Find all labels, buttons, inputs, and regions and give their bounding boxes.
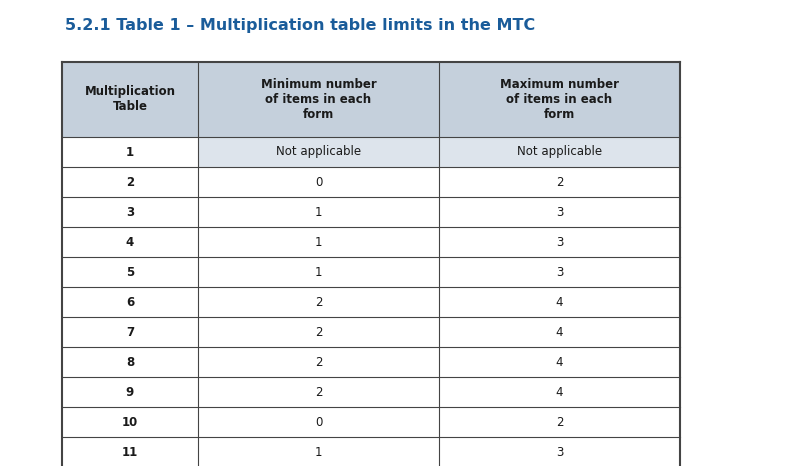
Text: 10: 10 — [122, 416, 138, 429]
Bar — [439, 317, 680, 347]
Bar — [198, 197, 439, 227]
Bar — [439, 437, 680, 466]
Bar — [62, 167, 198, 197]
Text: 4: 4 — [555, 385, 563, 398]
Bar — [198, 287, 439, 317]
Text: 3: 3 — [556, 206, 563, 219]
Text: 1: 1 — [314, 445, 322, 459]
Bar — [439, 62, 680, 137]
Bar — [439, 227, 680, 257]
Text: 4: 4 — [555, 295, 563, 308]
Text: Not applicable: Not applicable — [517, 145, 602, 158]
Bar — [198, 377, 439, 407]
Text: 1: 1 — [126, 145, 134, 158]
Text: 8: 8 — [126, 356, 134, 369]
Text: 7: 7 — [126, 325, 134, 338]
Bar — [198, 227, 439, 257]
Text: 0: 0 — [314, 416, 322, 429]
Text: Maximum number
of items in each
form: Maximum number of items in each form — [500, 78, 619, 121]
Text: 11: 11 — [122, 445, 138, 459]
Bar — [62, 347, 198, 377]
Bar — [439, 197, 680, 227]
Text: 4: 4 — [555, 356, 563, 369]
Text: Minimum number
of items in each
form: Minimum number of items in each form — [261, 78, 376, 121]
Text: 4: 4 — [555, 325, 563, 338]
Bar — [198, 257, 439, 287]
Bar — [62, 197, 198, 227]
Text: 1: 1 — [314, 235, 322, 248]
Text: 3: 3 — [556, 235, 563, 248]
Text: 2: 2 — [314, 325, 322, 338]
Text: 3: 3 — [126, 206, 134, 219]
Text: 1: 1 — [314, 206, 322, 219]
Bar — [62, 227, 198, 257]
Bar — [62, 407, 198, 437]
Text: 0: 0 — [314, 176, 322, 189]
Bar — [62, 257, 198, 287]
Text: 2: 2 — [555, 176, 563, 189]
Text: 4: 4 — [126, 235, 134, 248]
Text: 3: 3 — [556, 445, 563, 459]
Bar — [439, 137, 680, 167]
Bar — [198, 437, 439, 466]
Text: Multiplication
Table: Multiplication Table — [85, 85, 175, 114]
Bar — [62, 287, 198, 317]
Bar — [62, 377, 198, 407]
Text: 2: 2 — [314, 385, 322, 398]
Text: 5.2.1 Table 1 – Multiplication table limits in the MTC: 5.2.1 Table 1 – Multiplication table lim… — [65, 18, 536, 33]
Text: 1: 1 — [314, 266, 322, 279]
Text: 2: 2 — [314, 356, 322, 369]
Bar — [62, 317, 198, 347]
Text: 3: 3 — [556, 266, 563, 279]
Bar — [198, 407, 439, 437]
Bar — [439, 287, 680, 317]
Bar — [198, 137, 439, 167]
Text: 9: 9 — [126, 385, 134, 398]
Bar — [198, 347, 439, 377]
Text: 2: 2 — [314, 295, 322, 308]
Text: Not applicable: Not applicable — [276, 145, 361, 158]
Text: 2: 2 — [555, 416, 563, 429]
Bar — [439, 377, 680, 407]
Bar — [198, 317, 439, 347]
Bar — [439, 257, 680, 287]
Bar — [62, 137, 198, 167]
Bar — [62, 437, 198, 466]
Bar — [62, 62, 198, 137]
Bar — [198, 62, 439, 137]
Text: 5: 5 — [126, 266, 134, 279]
Bar — [439, 407, 680, 437]
Bar — [439, 347, 680, 377]
Text: 6: 6 — [126, 295, 134, 308]
Text: 2: 2 — [126, 176, 134, 189]
Bar — [198, 167, 439, 197]
Bar — [439, 167, 680, 197]
